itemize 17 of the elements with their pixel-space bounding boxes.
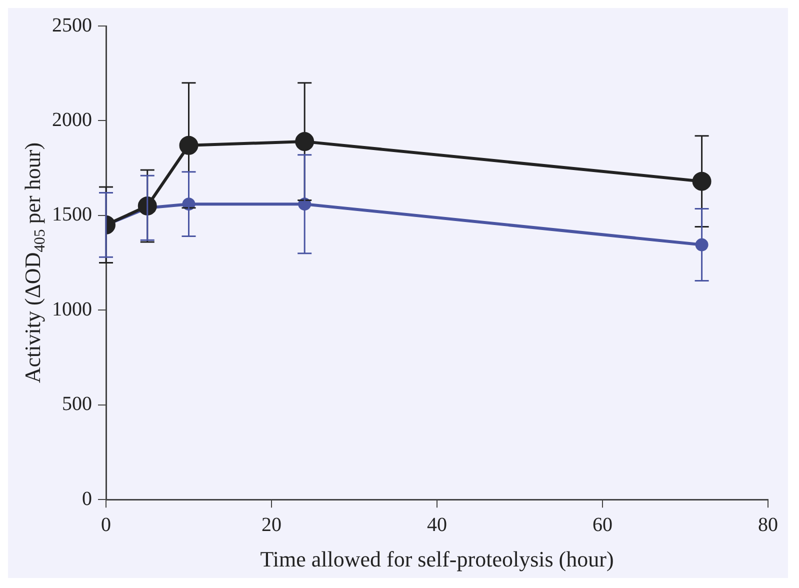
- y-axis-title: Activity (ΔOD405 per hour): [20, 142, 49, 384]
- point: [179, 136, 198, 155]
- y-tick-label: 0: [82, 488, 92, 510]
- y-tick-label: 500: [62, 393, 92, 416]
- point: [295, 132, 314, 152]
- y-tick-label: 2500: [52, 14, 92, 36]
- x-tick-label: 20: [262, 514, 282, 536]
- y-tick-label: 2000: [52, 108, 92, 131]
- point: [692, 172, 712, 191]
- y-tick-label: 1000: [52, 298, 92, 320]
- x-axis-title: Time allowed for self-proteolysis (hour): [260, 546, 614, 572]
- x-tick-label: 40: [427, 514, 447, 536]
- x-tick-label: 80: [758, 514, 778, 536]
- x-tick-label: 60: [592, 514, 612, 536]
- y-tick-label: 1500: [52, 204, 92, 226]
- x-tick-label: 0: [101, 514, 111, 536]
- point: [695, 238, 708, 252]
